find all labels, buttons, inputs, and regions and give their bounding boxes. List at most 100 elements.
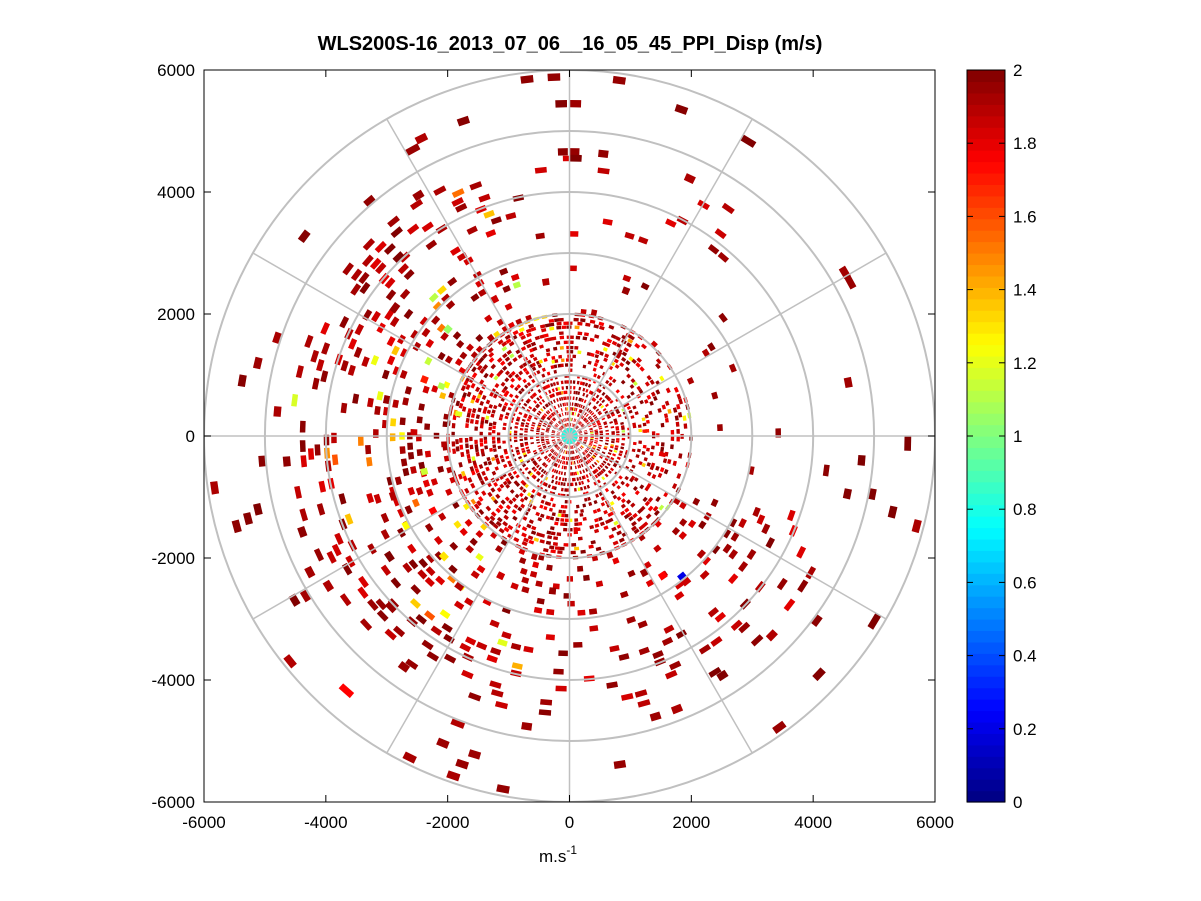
data-cell xyxy=(573,424,576,428)
data-cell xyxy=(678,412,683,418)
data-cell xyxy=(556,458,559,463)
data-cell xyxy=(642,521,649,528)
data-cell xyxy=(437,351,446,361)
data-cell xyxy=(253,503,263,516)
data-cell xyxy=(597,167,610,175)
data-cell xyxy=(562,510,566,514)
data-cell xyxy=(559,427,563,430)
data-cell xyxy=(494,279,504,288)
data-cell xyxy=(612,75,627,85)
data-cell xyxy=(594,440,598,442)
data-cell xyxy=(502,521,509,527)
data-cell xyxy=(399,369,408,380)
data-cell xyxy=(541,278,550,286)
data-cell xyxy=(437,382,446,391)
data-cell xyxy=(450,717,466,729)
data-cell xyxy=(676,428,680,434)
data-cell xyxy=(584,432,588,434)
data-cell xyxy=(560,380,564,385)
data-cell xyxy=(526,381,532,387)
data-cell xyxy=(614,447,619,451)
colorbar-segment xyxy=(967,70,1005,83)
data-cell xyxy=(532,505,537,510)
data-cell xyxy=(540,451,545,455)
data-cell xyxy=(562,418,565,423)
data-cell xyxy=(630,502,636,508)
data-cell xyxy=(631,448,636,453)
data-cell xyxy=(616,410,621,415)
data-cell xyxy=(403,308,414,320)
data-cell xyxy=(586,421,590,425)
data-cell xyxy=(620,693,634,701)
data-cell xyxy=(611,430,615,434)
data-cell xyxy=(463,379,469,386)
data-cell xyxy=(633,528,640,535)
data-cell xyxy=(503,514,509,521)
data-cell xyxy=(574,487,577,492)
data-cell xyxy=(467,408,472,414)
data-cell xyxy=(432,301,443,312)
data-cell xyxy=(471,456,476,462)
data-cell xyxy=(530,429,534,432)
data-cell xyxy=(659,467,665,473)
data-cell xyxy=(299,420,306,433)
data-cell xyxy=(565,445,568,449)
data-cell xyxy=(556,325,562,330)
data-cell xyxy=(533,407,537,411)
data-cell xyxy=(390,226,403,239)
data-cell xyxy=(546,441,550,444)
colorbar-tick-label: 1.2 xyxy=(1013,354,1037,373)
data-cell xyxy=(545,515,551,520)
data-cell xyxy=(571,450,573,455)
data-cell xyxy=(488,426,493,431)
data-cell xyxy=(455,758,469,770)
data-cell xyxy=(496,357,503,363)
data-cell xyxy=(710,635,723,647)
data-cell xyxy=(605,379,610,385)
data-cell xyxy=(600,469,605,474)
data-cell xyxy=(493,375,499,381)
data-cell xyxy=(621,351,628,357)
data-cell xyxy=(580,445,584,449)
data-cell xyxy=(386,336,396,347)
data-cell xyxy=(488,422,493,427)
data-cell xyxy=(392,399,399,409)
colorbar-segment xyxy=(967,310,1005,323)
data-cell xyxy=(613,358,619,364)
data-cell xyxy=(563,396,566,401)
data-cell xyxy=(610,490,615,495)
data-cell xyxy=(342,262,354,276)
data-cell xyxy=(635,362,641,368)
data-cell xyxy=(283,654,297,669)
data-cell xyxy=(466,391,472,398)
data-cell xyxy=(588,424,592,428)
data-cell xyxy=(478,464,484,470)
data-cell xyxy=(231,519,242,534)
data-cell xyxy=(523,495,529,501)
data-cell xyxy=(590,540,596,545)
data-cell xyxy=(517,353,523,359)
data-cell xyxy=(504,377,510,383)
data-cell xyxy=(642,444,647,449)
data-cell xyxy=(487,491,493,498)
data-cell xyxy=(563,543,569,547)
data-cell xyxy=(553,405,557,410)
data-cell xyxy=(507,373,513,379)
data-cell xyxy=(258,455,267,467)
data-cell xyxy=(519,497,525,503)
data-cell xyxy=(633,477,639,482)
data-cell xyxy=(575,443,578,447)
data-cell xyxy=(588,417,593,421)
data-cell xyxy=(504,496,510,502)
data-cell xyxy=(494,700,508,710)
data-cell xyxy=(577,464,580,469)
data-cell xyxy=(589,465,593,470)
data-cell xyxy=(533,416,538,420)
data-cell xyxy=(485,466,490,472)
data-cell xyxy=(564,363,569,367)
data-cell xyxy=(618,653,630,661)
data-cell xyxy=(523,454,528,458)
data-cell xyxy=(585,388,589,393)
data-cell xyxy=(465,443,469,449)
data-cell xyxy=(597,422,601,425)
